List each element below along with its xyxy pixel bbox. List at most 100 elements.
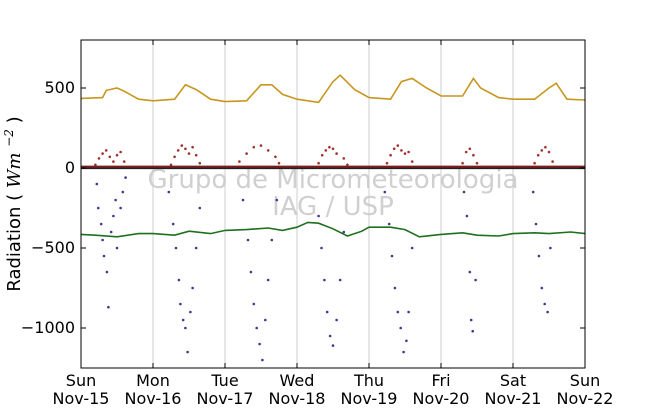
series-4-point-1 bbox=[97, 206, 100, 210]
series-1-point-30 bbox=[335, 152, 338, 155]
x-tick-day-2: Tue bbox=[210, 371, 238, 390]
series-1-point-42 bbox=[464, 150, 468, 154]
series-1-point-14 bbox=[187, 152, 191, 155]
x-grid bbox=[152, 40, 514, 368]
x-tick-date-5: Nov-20 bbox=[413, 389, 470, 408]
series-4-point-49 bbox=[393, 286, 397, 290]
y-axis: 500 0 −500 −1000 bbox=[21, 78, 585, 337]
series-1 bbox=[94, 144, 554, 167]
series-4-point-56 bbox=[462, 190, 466, 194]
series-4-point-17 bbox=[177, 278, 181, 282]
series-4 bbox=[95, 176, 552, 362]
series-1-point-15 bbox=[191, 145, 194, 149]
x-tick-date-0: Nov-15 bbox=[53, 389, 110, 408]
series-4-point-43 bbox=[335, 318, 338, 322]
series-1-point-1 bbox=[97, 157, 101, 160]
x-tick-date-7: Nov-22 bbox=[557, 389, 614, 408]
series-1-point-11 bbox=[176, 149, 180, 152]
series-4-point-11 bbox=[119, 206, 122, 210]
series-1-point-49 bbox=[544, 145, 547, 149]
series-1-point-12 bbox=[180, 144, 184, 147]
series-1-point-21 bbox=[259, 144, 263, 147]
series-4-point-26 bbox=[241, 198, 245, 202]
series-4-point-53 bbox=[405, 339, 408, 343]
y-axis-label-paren-close: ) bbox=[4, 116, 25, 123]
series-4-point-29 bbox=[252, 302, 256, 306]
series-4-point-41 bbox=[328, 334, 332, 338]
series-1-point-13 bbox=[184, 147, 187, 151]
series-4-point-50 bbox=[396, 310, 400, 314]
series-1-point-48 bbox=[540, 149, 544, 152]
series-4-point-65 bbox=[540, 286, 544, 290]
series-4-point-48 bbox=[390, 254, 394, 258]
series-line-5 bbox=[80, 221, 586, 238]
series-4-point-44 bbox=[338, 278, 342, 282]
x-tick-date-4: Nov-19 bbox=[341, 389, 398, 408]
series-4-point-18 bbox=[179, 302, 182, 306]
series-4-point-33 bbox=[264, 318, 267, 322]
x-tick-date-1: Nov-16 bbox=[125, 389, 182, 408]
y-tick-label-3: −1000 bbox=[21, 318, 75, 337]
y-tick-label-2: −500 bbox=[31, 238, 75, 257]
series-1-point-37 bbox=[400, 149, 403, 152]
series-4-point-60 bbox=[471, 329, 475, 333]
series-4-point-24 bbox=[194, 246, 198, 250]
series-4-point-15 bbox=[171, 222, 175, 226]
series-4-point-55 bbox=[410, 246, 414, 250]
series-4-point-13 bbox=[124, 176, 127, 179]
series-4-point-61 bbox=[474, 278, 477, 282]
series-4-point-19 bbox=[181, 318, 185, 322]
watermark-line-2: IAG / USP bbox=[272, 192, 394, 222]
series-1-point-28 bbox=[328, 145, 331, 149]
series-1-point-46 bbox=[533, 161, 536, 165]
series-4-point-46 bbox=[383, 190, 387, 194]
series-1-point-9 bbox=[169, 163, 173, 167]
series-1-point-5 bbox=[112, 160, 115, 163]
y-tick-label-1: 0 bbox=[65, 158, 75, 177]
series-1-point-4 bbox=[108, 155, 112, 159]
series-1-point-41 bbox=[461, 161, 464, 165]
series-line-0 bbox=[80, 74, 586, 104]
series-4-point-64 bbox=[537, 254, 541, 258]
series-4-point-36 bbox=[275, 198, 279, 202]
series-1-point-40 bbox=[410, 160, 414, 163]
x-tick-day-7: Sun bbox=[570, 371, 600, 390]
series-4-point-32 bbox=[261, 358, 264, 362]
series-4-point-34 bbox=[266, 278, 270, 282]
series-1-point-2 bbox=[101, 152, 104, 155]
series-4-point-27 bbox=[246, 238, 250, 242]
plot-frame bbox=[80, 39, 586, 369]
x-tick-day-4: Thu bbox=[353, 371, 384, 390]
series-1-point-8 bbox=[122, 160, 126, 163]
series-4-point-28 bbox=[249, 270, 253, 274]
y-axis-label-unit: Wm bbox=[4, 153, 25, 189]
series-1-point-20 bbox=[252, 145, 256, 149]
x-tick-day-6: Sat bbox=[500, 371, 526, 390]
series-4-point-57 bbox=[465, 214, 469, 218]
series-4-point-21 bbox=[186, 350, 189, 354]
series-4-point-7 bbox=[109, 230, 113, 234]
series-1-point-38 bbox=[403, 152, 407, 155]
series-4-point-14 bbox=[167, 190, 171, 194]
series-4-point-35 bbox=[270, 238, 274, 242]
series-1-point-18 bbox=[238, 160, 241, 163]
series-1-point-24 bbox=[277, 161, 281, 165]
x-tick-date-6: Nov-21 bbox=[485, 389, 542, 408]
series-1-point-16 bbox=[194, 153, 198, 157]
y-axis-label-paren-open: ( bbox=[4, 194, 25, 201]
series-4-point-52 bbox=[402, 350, 405, 354]
x-tick-date-3: Nov-18 bbox=[269, 389, 326, 408]
series-4-point-22 bbox=[189, 310, 192, 314]
y-axis-label-exponent: −2 bbox=[2, 129, 16, 147]
series-1-point-31 bbox=[342, 157, 346, 160]
series-4-point-25 bbox=[198, 206, 202, 210]
series-1-point-50 bbox=[547, 150, 551, 154]
series-1-point-3 bbox=[104, 149, 108, 152]
watermark: Grupo de Micrometeorologia IAG / USP bbox=[148, 165, 519, 222]
watermark-line-1: Grupo de Micrometeorologia bbox=[148, 165, 519, 195]
x-tick-date-2: Nov-17 bbox=[197, 389, 254, 408]
series-4-point-4 bbox=[102, 254, 106, 258]
series-4-point-42 bbox=[331, 344, 335, 347]
series-1-point-19 bbox=[245, 152, 248, 155]
y-axis-label-main: Radiation bbox=[4, 207, 25, 292]
